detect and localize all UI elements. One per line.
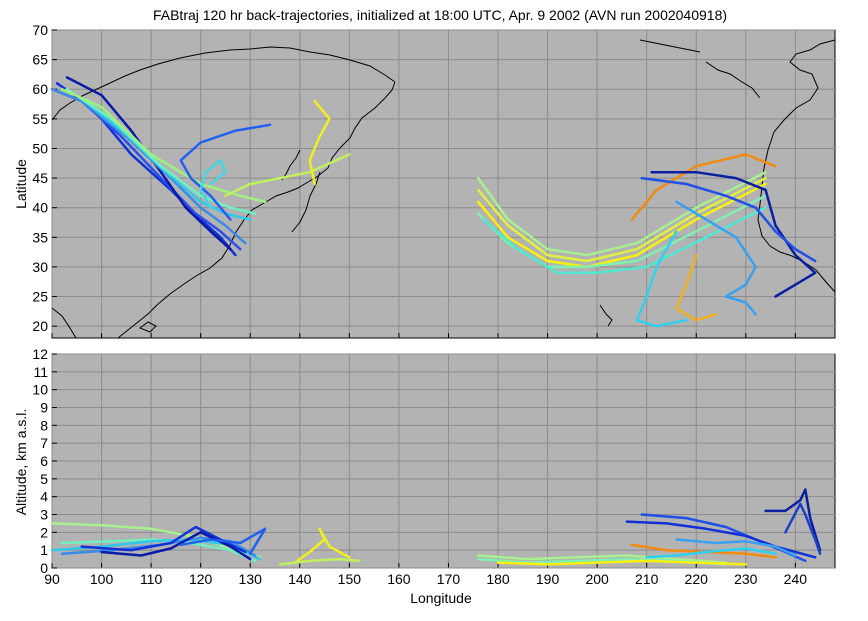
map-trajectory-line: [224, 153, 351, 198]
map-trajectories: [50, 76, 817, 328]
map-trajectory-line: [75, 93, 252, 221]
map-panel: 20 25 30 35 40 45 50 55 60 65 70 Latitude: [13, 22, 836, 339]
map-y-tick-label: 30: [32, 259, 48, 275]
map-trajectory-line: [650, 170, 817, 298]
altitude-y-tick-label: 6: [40, 453, 48, 469]
map-y-tick-label: 25: [32, 289, 48, 305]
map-trajectory-line: [630, 153, 777, 221]
map-grid: [51, 29, 835, 338]
map-trajectory-line: [481, 206, 767, 275]
altitude-x-tick-label: 210: [635, 571, 659, 587]
map-y-tick-label: 70: [32, 22, 48, 38]
map-trajectory-line: [675, 253, 718, 322]
map-trajectory-line: [308, 99, 331, 186]
altitude-x-tick-label: 110: [140, 571, 163, 587]
map-y-tick-label: 60: [32, 81, 48, 97]
altitude-y-tick-label: 10: [32, 382, 48, 398]
altitude-trajectory-line: [179, 527, 267, 555]
map-y-tick-label: 40: [32, 200, 48, 216]
altitude-y-tick-label: 5: [40, 471, 48, 487]
map-trajectory-line: [60, 87, 267, 204]
altitude-x-tick-label: 230: [734, 571, 758, 587]
map-trajectory-line: [476, 170, 767, 257]
altitude-y-tick-label: 0: [40, 560, 48, 576]
altitude-xlabel: Longitude: [410, 590, 472, 606]
altitude-x-tick-label: 90: [44, 571, 60, 587]
map-plot-area: [51, 29, 836, 339]
altitude-y-tick-label: 2: [40, 524, 48, 540]
altitude-trajectory-line: [496, 559, 748, 566]
map-y-tick-label: 50: [32, 140, 48, 156]
altitude-trajectory-line: [476, 554, 728, 564]
map-trajectory-line: [635, 230, 688, 328]
altitude-y-tick-label: 8: [40, 417, 48, 433]
map-trajectory-line: [640, 176, 817, 263]
map-y-tick-label: 35: [32, 229, 48, 245]
altitude-trajectory-line: [100, 531, 252, 561]
altitude-x-tick-label: 200: [585, 571, 609, 587]
altitude-x-tick-label: 220: [685, 571, 709, 587]
altitude-x-tick-label: 150: [338, 571, 362, 587]
altitude-x-ticks: 90 100 110 120 130 140 150 160 170 180 190 200 210 22…: [44, 571, 807, 587]
map-trajectory-line: [199, 159, 227, 209]
altitude-y-tick-label: 7: [40, 435, 48, 451]
map-y-tick-label: 45: [32, 170, 48, 186]
altitude-x-tick-label: 100: [90, 571, 114, 587]
figure-title: FABtraj 120 hr back-trajectories, initia…: [153, 7, 727, 23]
altitude-y-tick-label: 9: [40, 400, 48, 416]
map-trajectory-line: [476, 194, 767, 269]
altitude-trajectory-line: [60, 536, 257, 557]
altitude-trajectory-line: [293, 527, 351, 564]
map-trajectory-line: [50, 87, 247, 245]
altitude-x-tick-label: 140: [288, 571, 312, 587]
altitude-ylabel: Altitude, km a.s.l.: [13, 409, 29, 516]
altitude-y-tick-label: 12: [32, 346, 48, 362]
altitude-trajectories: [50, 488, 822, 566]
altitude-x-tick-label: 160: [387, 571, 411, 587]
altitude-trajectory-line: [278, 557, 361, 566]
altitude-y-tick-label: 4: [40, 489, 48, 505]
map-coastlines: [51, 39, 836, 339]
altitude-trajectory-line: [784, 502, 822, 555]
altitude-trajectory-line: [645, 547, 777, 559]
altitude-trajectory-line: [764, 488, 822, 552]
map-trajectory-line: [675, 200, 757, 316]
map-ylabel: Latitude: [13, 159, 29, 209]
altitude-grid: [51, 353, 835, 569]
map-y-tick-label: 55: [32, 111, 48, 127]
map-trajectory-line: [65, 87, 257, 215]
map-y-tick-label: 20: [32, 318, 48, 334]
altitude-x-tick-label: 180: [486, 571, 510, 587]
altitude-y-tick-label: 1: [40, 542, 48, 558]
altitude-x-tick-label: 130: [239, 571, 263, 587]
map-y-tick-label: 65: [32, 52, 48, 68]
altitude-x-tick-label: 120: [189, 571, 213, 587]
altitude-y-tick-label: 11: [33, 364, 48, 380]
altitude-x-tick-label: 190: [536, 571, 560, 587]
map-trajectory-line: [179, 123, 272, 221]
map-trajectory-line: [65, 76, 232, 251]
map-y-ticks: 20 25 30 35 40 45 50 55 60 65 70: [32, 22, 48, 334]
altitude-y-tick-label: 3: [40, 507, 48, 523]
altitude-trajectory-line: [675, 538, 797, 557]
altitude-x-tick-label: 240: [784, 571, 808, 587]
altitude-x-tick-label: 170: [437, 571, 461, 587]
